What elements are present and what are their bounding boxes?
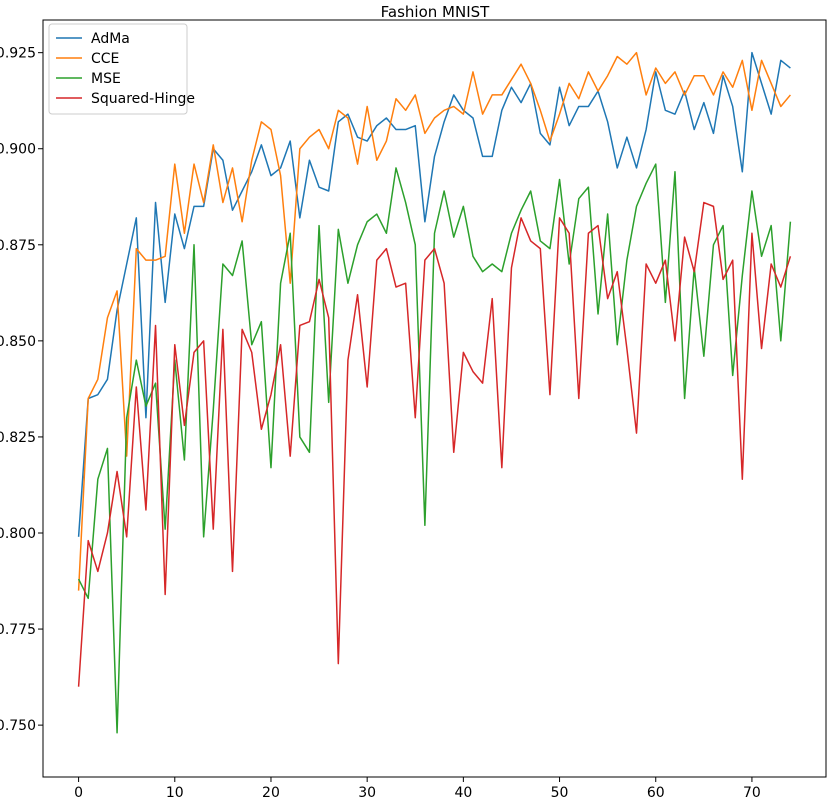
legend-box [48, 23, 188, 115]
legend-entry: MSE [91, 71, 121, 87]
y-tick-label: 0.925 [0, 46, 36, 62]
legend-entry: Squared-Hinge [91, 91, 195, 107]
legend-entry: CCE [91, 51, 119, 67]
series-line-squared-hinge [77, 201, 792, 687]
x-tick-label: 70 [743, 785, 761, 800]
chart-title: Fashion MNIST [381, 3, 490, 21]
y-tick-label: 0.750 [0, 718, 36, 734]
x-tick-label: 0 [74, 785, 83, 800]
y-tick-label: 0.850 [0, 334, 36, 350]
x-tick-label: 50 [551, 785, 569, 800]
x-tick-label: 10 [166, 785, 184, 800]
legend-entry: AdMa [91, 31, 130, 47]
series-line-cce [77, 51, 791, 591]
y-tick-label: 0.875 [0, 238, 36, 254]
y-tick-label: 0.775 [0, 622, 36, 638]
x-tick-label: 60 [647, 785, 665, 800]
y-tick-label: 0.800 [0, 526, 36, 542]
x-axis: 0 10 20 30 40 50 60 70 [74, 777, 761, 800]
y-tick-label: 0.900 [0, 142, 36, 158]
y-axis: 0.750 0.775 0.800 0.825 0.850 0.875 0.900 0.925 [0, 46, 43, 734]
series-line-adma [77, 51, 791, 537]
legend: AdMa CCE MSE Squared-Hinge [48, 23, 195, 115]
series-line-mse [77, 163, 792, 734]
x-tick-label: 40 [454, 785, 472, 800]
x-tick-label: 30 [358, 785, 376, 800]
x-tick-label: 20 [262, 785, 280, 800]
series-lines [77, 51, 792, 734]
plot-frame [42, 19, 827, 778]
plot-area [42, 19, 827, 778]
y-tick-label: 0.825 [0, 430, 36, 446]
